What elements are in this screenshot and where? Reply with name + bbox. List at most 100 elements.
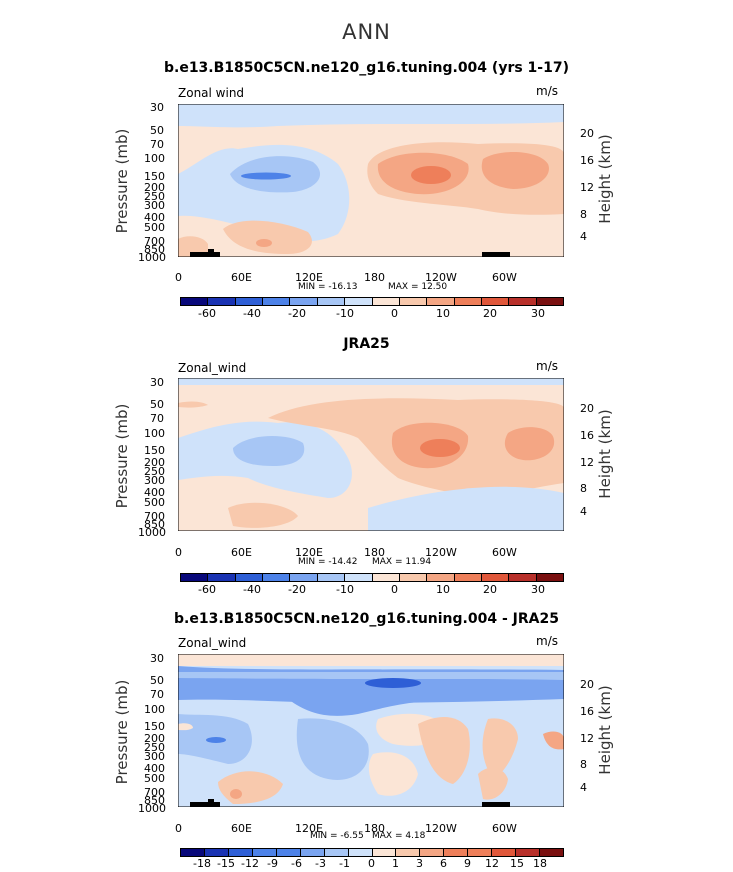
panel2-cbar-label: -60 (198, 583, 216, 596)
panel2-ytick-250: 250 (144, 465, 165, 478)
colorbar-swatch (181, 574, 209, 581)
panel2-title: JRA25 (343, 336, 390, 352)
panel3-ytick-700: 700 (144, 786, 165, 799)
panel3-ytick-300: 300 (144, 750, 165, 763)
panel1-ytick-300: 300 (144, 199, 165, 212)
panel3-cbar-label: 18 (533, 857, 547, 870)
panel3-ytick-70: 70 (150, 688, 164, 701)
colorbar-swatch (300, 849, 325, 856)
colorbar-swatch (317, 574, 346, 581)
panel3-xtick-0: 0 (175, 822, 182, 835)
panel3-htick-20: 20 (580, 678, 594, 691)
panel2-colorbar (180, 573, 564, 582)
panel2-xtick-60W: 60W (492, 546, 517, 559)
panel2-min-label: MIN = -14.42 (298, 557, 358, 567)
panel3-ytick-100: 100 (144, 703, 165, 716)
panel2-ytick-300: 300 (144, 474, 165, 487)
colorbar-swatch (454, 574, 482, 581)
colorbar-swatch (204, 849, 229, 856)
colorbar-swatch (396, 849, 421, 856)
panel2-ylabel: Pressure (mb) (113, 403, 131, 509)
panel2-htick-4: 4 (580, 505, 587, 518)
panel2-cbar-label: 20 (483, 583, 497, 596)
panel3-xtick-60W: 60W (492, 822, 517, 835)
colorbar-swatch (399, 298, 428, 305)
colorbar-swatch (345, 574, 373, 581)
panel1-cbar-label: 30 (531, 307, 545, 320)
panel1-ytick-30: 30 (150, 101, 164, 114)
panel3-ytick-200: 200 (144, 732, 165, 745)
panel3-cbar-label: 9 (464, 857, 471, 870)
panel1-ytick-70: 70 (150, 138, 164, 151)
colorbar-swatch (348, 849, 373, 856)
panel2-ytick-850: 850 (144, 518, 165, 531)
panel1-xtick-120E: 120E (295, 271, 323, 284)
panel3-ytick-50: 50 (150, 674, 164, 687)
panel2-htick-16: 16 (580, 429, 594, 442)
panel1-ylabel: Pressure (mb) (113, 128, 131, 234)
panel1-cbar-label: -40 (243, 307, 261, 320)
panel1-cbar-label: -10 (336, 307, 354, 320)
panel2-xtick-180: 180 (364, 546, 385, 559)
panel1-xtick-60E: 60E (231, 271, 252, 284)
colorbar-swatch (317, 298, 346, 305)
panel3-colorbar (180, 848, 564, 857)
panel2-xtick-120E: 120E (295, 546, 323, 559)
panel3-xtick-120E: 120E (295, 822, 323, 835)
colorbar-swatch (345, 298, 373, 305)
colorbar-swatch (468, 849, 493, 856)
panel1-min-label: MIN = -16.13 (298, 282, 358, 292)
panel2-xtick-60E: 60E (231, 546, 252, 559)
panel2-htick-12: 12 (580, 456, 594, 469)
colorbar-swatch (399, 574, 428, 581)
panel3-ytick-400: 400 (144, 762, 165, 775)
panel2-ytick-150: 150 (144, 444, 165, 457)
panel2-cbar-label: -20 (288, 583, 306, 596)
panel3-cbar-label: 12 (485, 857, 499, 870)
panel3-cbar-label: -1 (339, 857, 350, 870)
panel1-cbar-label: -60 (198, 307, 216, 320)
panel2-cbar-label: 30 (531, 583, 545, 596)
colorbar-swatch (536, 298, 564, 305)
panel1-xtick-120W: 120W (425, 271, 457, 284)
panel1-units-label: m/s (536, 84, 558, 98)
colorbar-swatch (208, 574, 236, 581)
panel3-cbar-label: -12 (241, 857, 259, 870)
panel1-htick-4: 4 (580, 230, 587, 243)
panel1-ytick-500: 500 (144, 221, 165, 234)
colorbar-swatch (372, 298, 400, 305)
panel2-ytick-70: 70 (150, 412, 164, 425)
panel1-cbar-label: -20 (288, 307, 306, 320)
colorbar-swatch (444, 849, 469, 856)
panel1-ytick-50: 50 (150, 124, 164, 137)
panel3-cbar-label: -3 (315, 857, 326, 870)
colorbar-swatch (516, 849, 541, 856)
colorbar-swatch (509, 298, 537, 305)
colorbar-swatch (290, 574, 318, 581)
colorbar-swatch (235, 298, 264, 305)
panel2-variable-label: Zonal_wind (178, 361, 247, 375)
panel2-xtick-0: 0 (175, 546, 182, 559)
panel2-cbar-label: 0 (391, 583, 398, 596)
panel3-cbar-label: -9 (267, 857, 278, 870)
panel1-xtick-60W: 60W (492, 271, 517, 284)
panel3-cbar-label: 0 (368, 857, 375, 870)
colorbar-swatch (228, 849, 253, 856)
panel3-cbar-label: -15 (217, 857, 235, 870)
panel3-ytick-850: 850 (144, 794, 165, 807)
panel1-xtick-180: 180 (364, 271, 385, 284)
colorbar-swatch (427, 574, 455, 581)
figure-suptitle: ANN (342, 20, 391, 44)
panel3-cbar-label: 1 (392, 857, 399, 870)
panel1-ytick-700: 700 (144, 235, 165, 248)
panel1-ytick-1000: 1000 (138, 251, 166, 264)
panel3-xtick-120W: 120W (425, 822, 457, 835)
panel3-xtick-180: 180 (364, 822, 385, 835)
colorbar-swatch (454, 298, 482, 305)
colorbar-swatch (208, 298, 236, 305)
colorbar-swatch (509, 574, 537, 581)
panel1-plot (178, 104, 564, 257)
panel3-htick-12: 12 (580, 732, 594, 745)
colorbar-swatch (481, 574, 510, 581)
panel2-ytick-500: 500 (144, 496, 165, 509)
